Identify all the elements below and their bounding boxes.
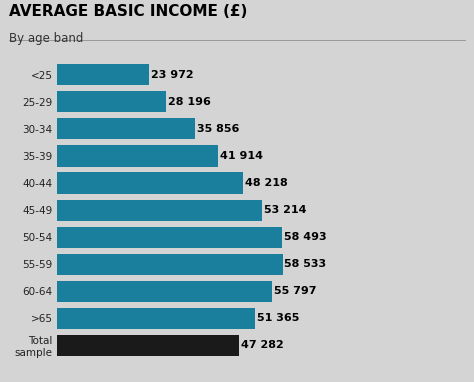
Text: 35 856: 35 856	[197, 124, 239, 134]
Bar	[57, 335, 239, 356]
Text: 58 533: 58 533	[284, 259, 327, 269]
Bar	[57, 91, 165, 112]
Bar	[57, 254, 283, 275]
Text: By age band: By age band	[9, 32, 84, 45]
Text: 48 218: 48 218	[245, 178, 287, 188]
Text: 55 797: 55 797	[274, 286, 317, 296]
Bar	[57, 227, 283, 248]
Text: 47 282: 47 282	[241, 340, 284, 350]
Text: 58 493: 58 493	[284, 232, 327, 242]
Text: 51 365: 51 365	[257, 313, 299, 323]
Bar	[57, 118, 195, 139]
Bar	[57, 281, 272, 302]
Text: AVERAGE BASIC INCOME (£): AVERAGE BASIC INCOME (£)	[9, 4, 248, 19]
Bar	[57, 173, 243, 194]
Text: 53 214: 53 214	[264, 205, 307, 215]
Text: 28 196: 28 196	[167, 97, 210, 107]
Bar	[57, 308, 255, 329]
Bar	[57, 64, 149, 85]
Text: 23 972: 23 972	[151, 70, 194, 80]
Bar	[57, 146, 219, 167]
Bar	[57, 199, 262, 221]
Text: 41 914: 41 914	[220, 151, 264, 161]
